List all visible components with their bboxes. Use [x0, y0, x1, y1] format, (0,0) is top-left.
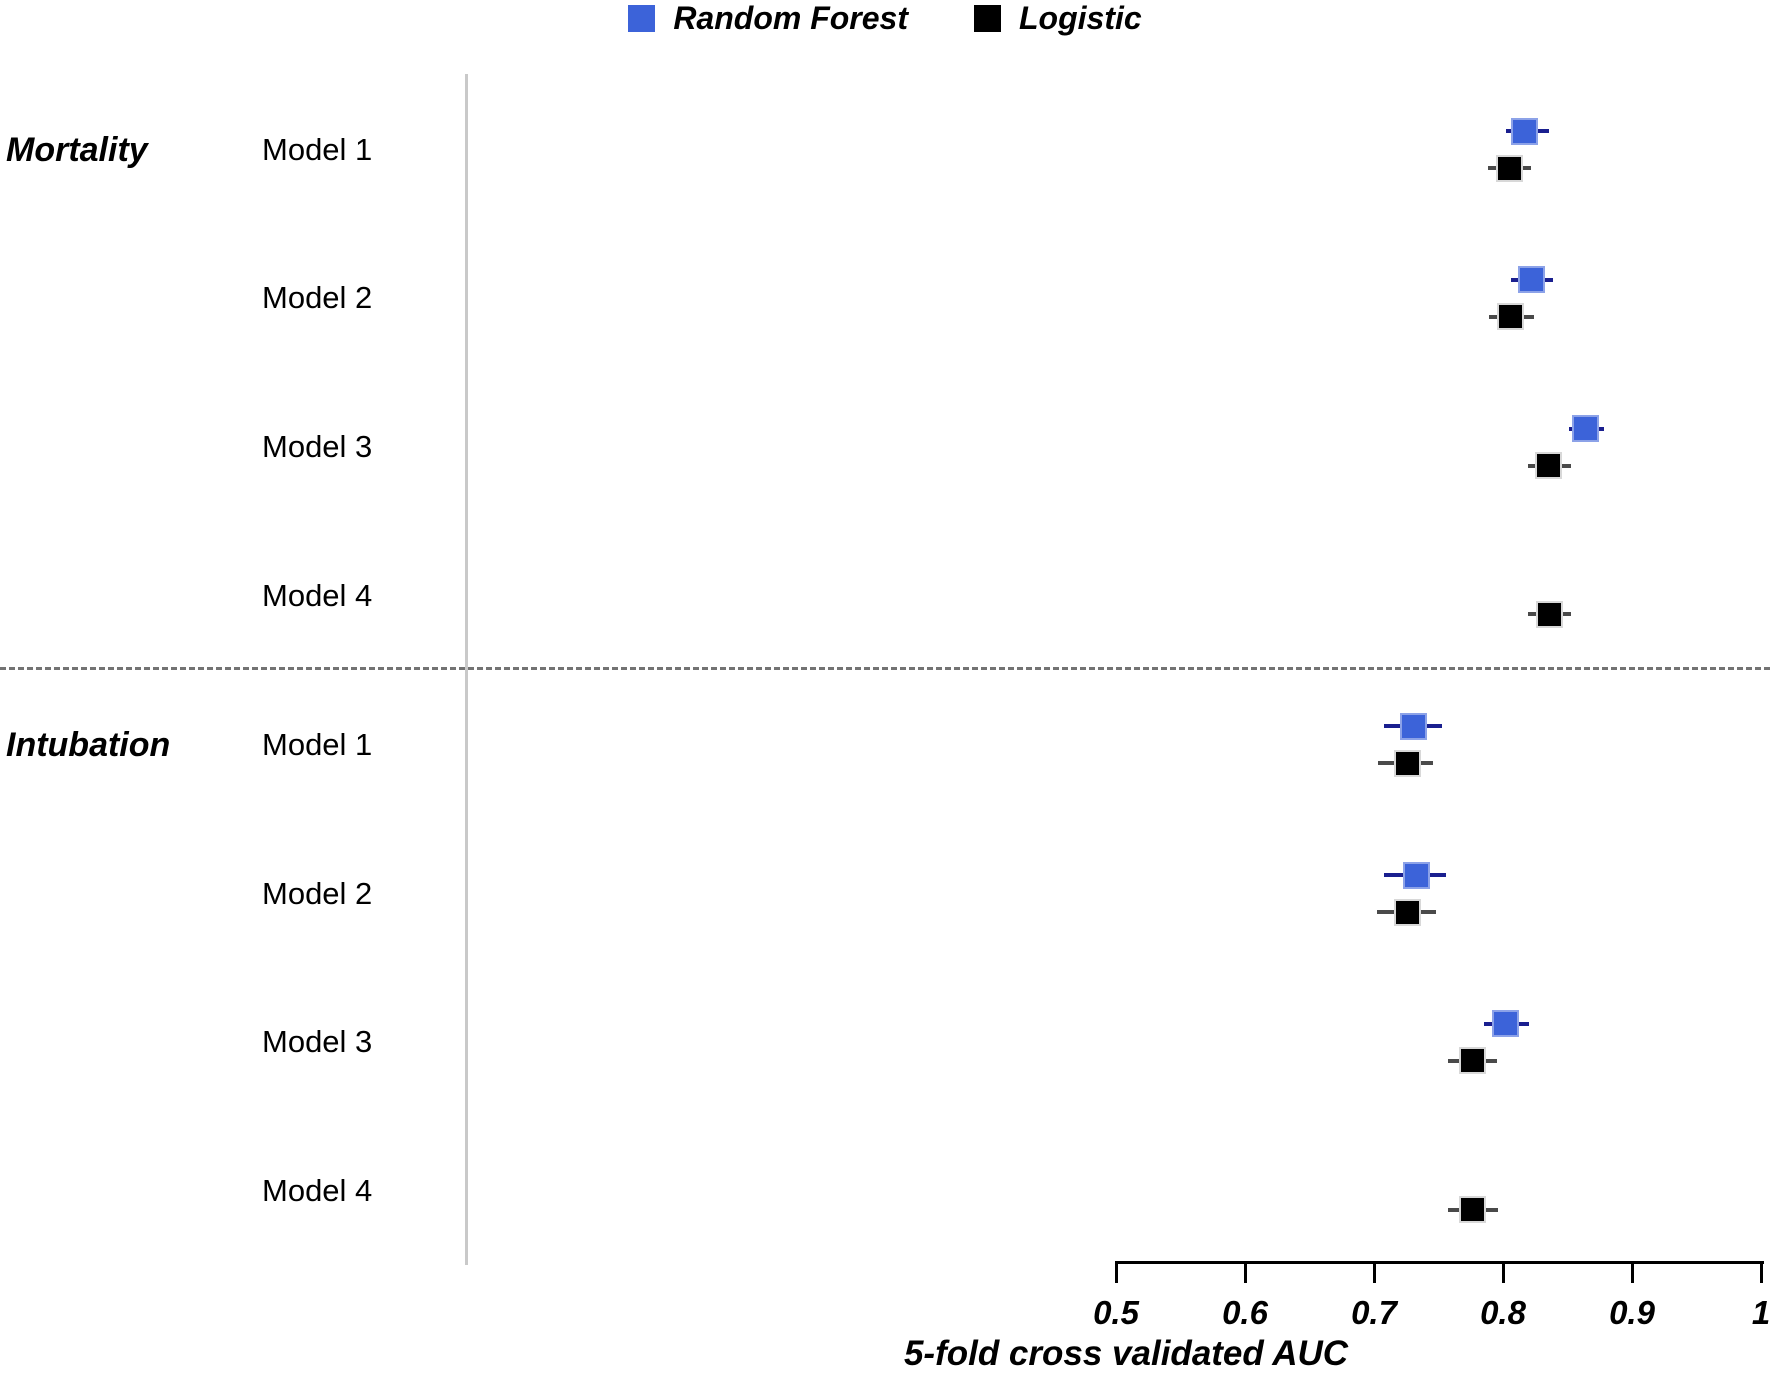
model-label: Model 2 [262, 875, 373, 911]
model-label: Model 4 [262, 577, 373, 613]
x-tick [1631, 1263, 1634, 1283]
x-tick-label: 0.8 [1480, 1294, 1526, 1331]
data-point-marker [1400, 712, 1428, 740]
data-point-marker [1394, 898, 1422, 926]
legend-item: Random Forest [628, 2, 908, 34]
x-tick [1115, 1263, 1118, 1283]
dashed-group-separator-line [0, 667, 1770, 670]
group-label: Mortality [6, 130, 148, 169]
data-point-marker [1458, 1196, 1486, 1224]
legend-swatch-icon [974, 4, 1001, 32]
data-point-marker [1403, 861, 1431, 889]
x-tick [1502, 1263, 1505, 1283]
data-point-marker [1511, 117, 1539, 145]
data-point-marker [1497, 303, 1525, 331]
model-label: Model 3 [262, 1024, 373, 1060]
x-tick [1760, 1263, 1763, 1283]
model-label: Model 2 [262, 280, 373, 316]
data-point-marker [1572, 415, 1600, 443]
model-label: Model 4 [262, 1173, 373, 1209]
x-tick [1244, 1263, 1247, 1283]
x-tick [1373, 1263, 1376, 1283]
data-point-marker [1517, 266, 1545, 294]
legend-item: Logistic [974, 2, 1142, 34]
x-tick-label: 0.9 [1609, 1294, 1655, 1331]
model-label: Model 3 [262, 429, 373, 465]
x-axis-line [1115, 1261, 1764, 1264]
data-point-marker [1534, 452, 1562, 480]
data-point-marker [1394, 749, 1422, 777]
x-tick-label: 0.5 [1093, 1294, 1139, 1331]
model-label: Model 1 [262, 726, 373, 762]
data-point-marker [1492, 1010, 1520, 1038]
data-point-marker [1458, 1047, 1486, 1075]
model-label: Model 1 [262, 131, 373, 167]
legend-label: Random Forest [673, 0, 908, 36]
x-tick-label: 1 [1751, 1294, 1770, 1331]
x-tick-label: 0.7 [1351, 1294, 1397, 1331]
group-label: Intubation [6, 725, 171, 764]
legend: Random Forest Logistic [0, 2, 1770, 34]
legend-label: Logistic [1019, 0, 1142, 36]
data-point-marker [1535, 600, 1563, 628]
data-point-marker [1495, 154, 1523, 182]
legend-swatch-icon [628, 4, 656, 32]
x-axis-title: 5-fold cross validated AUC [903, 1334, 1349, 1373]
x-tick-label: 0.6 [1222, 1294, 1268, 1331]
